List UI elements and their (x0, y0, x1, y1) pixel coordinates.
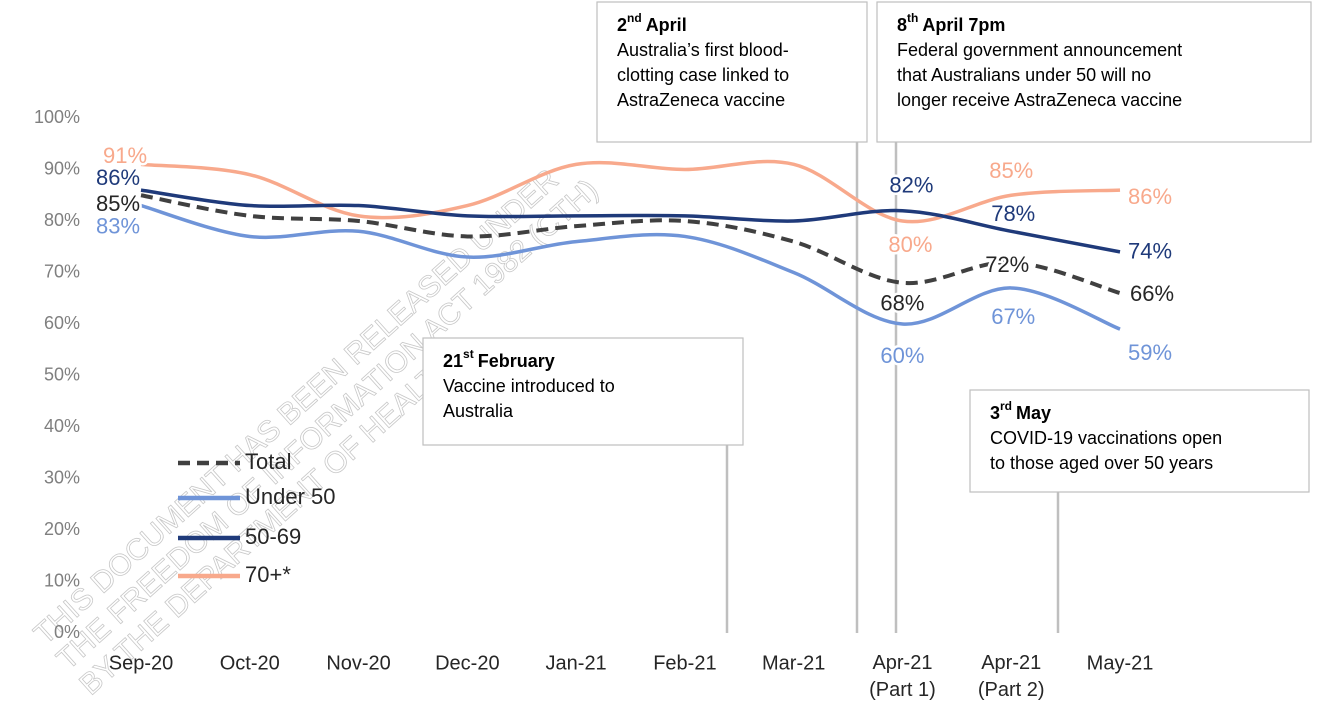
data-label: 86% (96, 165, 140, 190)
data-label: 74% (1128, 239, 1172, 264)
x-tick-label: Apr-21 (Part 2) (978, 652, 1045, 701)
annotation-text: Australia’s first blood- (617, 40, 789, 60)
annotation-title-part: st (463, 347, 474, 361)
y-tick-label: 100% (34, 107, 80, 127)
annotation-text: longer receive AstraZeneca vaccine (897, 90, 1182, 110)
annotation-title: 8th April 7pm (897, 11, 1005, 35)
y-tick-label: 0% (54, 622, 80, 642)
annotation-text: that Australians under 50 will no (897, 65, 1151, 85)
annotation-text: Vaccine introduced to (443, 376, 615, 396)
annotation-text: COVID-19 vaccinations open (990, 428, 1222, 448)
data-label: 72% (985, 252, 1029, 277)
data-label: 85% (989, 158, 1033, 183)
data-label: 66% (1130, 281, 1174, 306)
annotation-text: to those aged over 50 years (990, 453, 1213, 473)
annotation-title-part: 2 (617, 15, 627, 35)
x-tick-label: Jan-21 (546, 652, 607, 674)
x-tick-label: Nov-20 (326, 652, 390, 674)
annotation-box (596, 1, 868, 143)
data-label: 67% (991, 304, 1035, 329)
y-tick-label: 60% (44, 313, 80, 333)
line-series (140, 159, 1121, 224)
annotation-title: 2nd April (617, 11, 687, 35)
annotation-text: clotting case linked to (617, 65, 789, 85)
annotation-title-part: May (1016, 403, 1051, 423)
y-tick-label: 30% (44, 467, 80, 487)
annotation-title-part: 3 (990, 403, 1000, 423)
y-tick-label: 70% (44, 261, 80, 281)
legend-label: Under 50 (245, 484, 336, 509)
y-tick-label: 40% (44, 416, 80, 436)
legend-label: 50-69 (245, 524, 301, 549)
data-label: 83% (96, 213, 140, 238)
line-series (140, 188, 1121, 254)
data-label: 60% (880, 343, 924, 368)
data-label: 82% (889, 173, 933, 198)
x-tick-label: Apr-21 (Part 1) (869, 652, 936, 701)
data-label: 80% (888, 232, 932, 257)
annotation-box (876, 1, 1312, 143)
annotation-box (422, 337, 744, 446)
annotation-title-part: April (646, 15, 687, 35)
annotation-title-part: April 7pm (922, 15, 1005, 35)
x-tick-label: Dec-20 (435, 652, 499, 674)
data-label: 85% (96, 191, 140, 216)
annotation-box (969, 389, 1310, 493)
x-tick-label: Feb-21 (653, 652, 716, 674)
annotation-title-part: 8 (897, 15, 907, 35)
data-label: 86% (1128, 184, 1172, 209)
annotation-title-part: nd (627, 11, 642, 25)
data-label: 68% (880, 291, 924, 316)
annotation-title: 3rd May (990, 399, 1051, 423)
line-series (140, 193, 1121, 296)
data-label: 59% (1128, 340, 1172, 365)
x-tick-label: Mar-21 (762, 652, 825, 674)
annotation-text: AstraZeneca vaccine (617, 90, 785, 110)
annotation-text: Australia (443, 401, 514, 421)
legend-label: 70+* (245, 562, 291, 587)
y-tick-label: 50% (44, 364, 80, 384)
annotation-title-part: rd (1000, 399, 1012, 413)
x-tick-label: Sep-20 (109, 652, 174, 674)
annotation-title-part: February (478, 351, 555, 371)
data-label: 78% (991, 201, 1035, 226)
data-label: 91% (103, 143, 147, 168)
y-tick-label: 90% (44, 158, 80, 178)
annotation-title-part: 21 (443, 351, 463, 371)
x-tick-label: May-21 (1087, 652, 1154, 674)
y-tick-label: 80% (44, 210, 80, 230)
annotation-text: Federal government announcement (897, 40, 1182, 60)
legend-label: Total (245, 449, 291, 474)
line-series (140, 203, 1121, 331)
annotation-title-part: th (907, 11, 918, 25)
annotation-title: 21st February (443, 347, 555, 371)
y-tick-label: 10% (44, 570, 80, 590)
y-tick-label: 20% (44, 519, 80, 539)
x-tick-label: Oct-20 (220, 652, 280, 674)
